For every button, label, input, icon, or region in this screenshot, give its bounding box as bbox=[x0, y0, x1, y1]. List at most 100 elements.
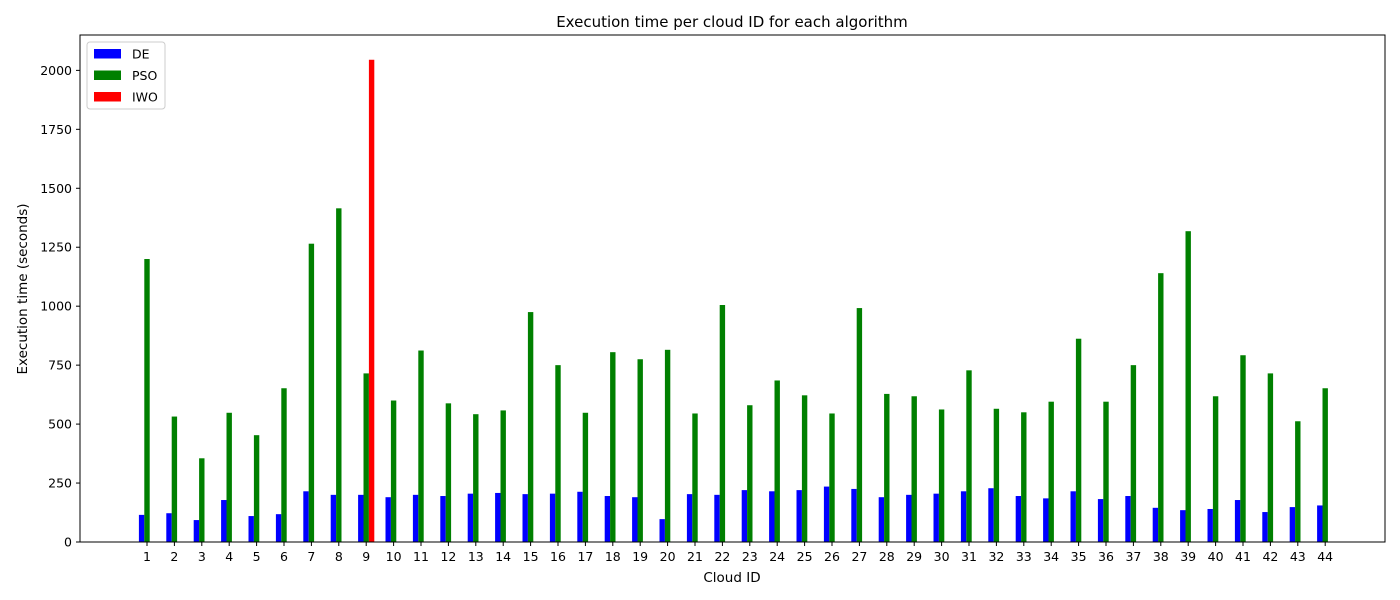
x-tick-label: 34 bbox=[1043, 549, 1059, 564]
y-axis-label: Execution time (seconds) bbox=[15, 203, 31, 374]
y-tick-label: 500 bbox=[48, 417, 72, 432]
bar-pso-40 bbox=[1212, 396, 1219, 542]
bar-pso-29 bbox=[911, 396, 917, 542]
y-tick-label: 1500 bbox=[40, 181, 72, 196]
bar-iwo-9 bbox=[368, 59, 375, 542]
bar-pso-20 bbox=[664, 349, 671, 542]
bar-de-35 bbox=[1070, 491, 1076, 542]
x-tick-label: 20 bbox=[660, 549, 676, 564]
bar-de-21 bbox=[686, 494, 693, 542]
bar-pso-25 bbox=[801, 395, 808, 542]
bar-pso-10 bbox=[390, 400, 397, 542]
bar-pso-37 bbox=[1130, 365, 1137, 542]
bar-de-3 bbox=[193, 520, 200, 542]
chart-title: Execution time per cloud ID for each alg… bbox=[556, 13, 908, 31]
x-tick-label: 16 bbox=[550, 549, 566, 564]
x-tick-label: 37 bbox=[1125, 549, 1141, 564]
bar-pso-34 bbox=[1048, 401, 1054, 542]
bar-de-25 bbox=[796, 490, 802, 542]
bar-de-30 bbox=[933, 493, 939, 542]
bar-de-2 bbox=[166, 513, 172, 542]
x-tick-label: 1 bbox=[143, 549, 151, 564]
legend-swatch-de bbox=[94, 49, 121, 59]
bar-pso-16 bbox=[555, 365, 561, 542]
bar-pso-9 bbox=[363, 373, 369, 542]
x-tick-label: 2 bbox=[170, 549, 178, 564]
bar-de-34 bbox=[1043, 498, 1049, 542]
x-tick-label: 28 bbox=[879, 549, 895, 564]
y-tick-label: 0 bbox=[64, 535, 72, 550]
bar-de-5 bbox=[248, 516, 254, 542]
bar-de-10 bbox=[385, 497, 391, 542]
x-tick-label: 17 bbox=[577, 549, 593, 564]
x-tick-label: 30 bbox=[934, 549, 950, 564]
legend-swatch-pso bbox=[94, 70, 121, 80]
bar-de-14 bbox=[495, 492, 501, 542]
bar-pso-31 bbox=[966, 370, 972, 542]
bar-pso-14 bbox=[500, 410, 506, 542]
x-tick-label: 32 bbox=[988, 549, 1004, 564]
bar-pso-13 bbox=[473, 414, 479, 542]
x-tick-label: 31 bbox=[961, 549, 977, 564]
bar-pso-43 bbox=[1295, 421, 1301, 542]
bar-de-17 bbox=[577, 491, 583, 542]
x-tick-label: 35 bbox=[1071, 549, 1087, 564]
y-tick-label: 250 bbox=[48, 476, 72, 491]
x-tick-label: 6 bbox=[280, 549, 288, 564]
bar-pso-5 bbox=[253, 435, 260, 542]
x-tick-label: 8 bbox=[335, 549, 343, 564]
x-tick-label: 4 bbox=[225, 549, 233, 564]
bar-de-42 bbox=[1262, 512, 1268, 542]
x-tick-label: 5 bbox=[253, 549, 261, 564]
y-tick-label: 750 bbox=[48, 358, 72, 373]
y-axis: 0 250 500 750 1000 1250 1500 1750 2000 bbox=[40, 63, 80, 550]
bar-de-43 bbox=[1289, 507, 1296, 542]
bar-pso-12 bbox=[445, 403, 452, 542]
bar-pso-30 bbox=[938, 409, 945, 542]
x-axis: 1 2 3 4 5 6 7 8 9 10 11 12 13 14 15 16 17 18 19 20 21 22 23 24 2… bbox=[143, 542, 1333, 564]
bar-pso-41 bbox=[1240, 355, 1246, 542]
bar-pso-44 bbox=[1322, 388, 1328, 542]
x-tick-label: 33 bbox=[1016, 549, 1032, 564]
bar-de-29 bbox=[906, 494, 912, 542]
bar-pso-38 bbox=[1158, 273, 1164, 542]
bar-pso-21 bbox=[692, 413, 698, 542]
bar-pso-2 bbox=[171, 416, 178, 542]
bar-pso-32 bbox=[993, 408, 1000, 542]
x-tick-label: 39 bbox=[1180, 549, 1196, 564]
bar-de-38 bbox=[1152, 507, 1159, 542]
bar-de-15 bbox=[522, 494, 528, 542]
bar-de-11 bbox=[412, 494, 419, 542]
bar-pso-39 bbox=[1185, 231, 1191, 542]
x-tick-label: 38 bbox=[1153, 549, 1169, 564]
bar-de-39 bbox=[1180, 510, 1186, 542]
bar-pso-35 bbox=[1075, 338, 1082, 542]
y-tick-label: 2000 bbox=[40, 63, 72, 78]
bar-pso-6 bbox=[281, 388, 287, 542]
bar-de-28 bbox=[878, 497, 885, 542]
legend-label-pso: PSO bbox=[132, 68, 157, 83]
bar-pso-28 bbox=[884, 393, 890, 542]
bar-pso-8 bbox=[336, 208, 342, 542]
bar-de-23 bbox=[741, 490, 748, 542]
bar-de-12 bbox=[440, 496, 446, 542]
bar-de-44 bbox=[1317, 505, 1323, 542]
bar-pso-7 bbox=[308, 243, 315, 542]
x-tick-label: 23 bbox=[742, 549, 758, 564]
x-tick-label: 26 bbox=[824, 549, 840, 564]
bar-pso-33 bbox=[1021, 412, 1027, 542]
bar-pso-1 bbox=[144, 259, 150, 542]
legend-label-de: DE bbox=[132, 47, 150, 62]
x-tick-label: 12 bbox=[440, 549, 456, 564]
bar-pso-42 bbox=[1267, 373, 1274, 542]
x-tick-label: 21 bbox=[687, 549, 703, 564]
legend-label-iwo: IWO bbox=[132, 90, 158, 105]
x-tick-label: 24 bbox=[769, 549, 785, 564]
bar-pso-27 bbox=[856, 308, 863, 542]
x-tick-label: 3 bbox=[198, 549, 206, 564]
bar-de-20 bbox=[659, 519, 665, 542]
bar-de-33 bbox=[1015, 496, 1022, 542]
x-tick-label: 10 bbox=[386, 549, 402, 564]
bar-pso-24 bbox=[774, 380, 780, 542]
